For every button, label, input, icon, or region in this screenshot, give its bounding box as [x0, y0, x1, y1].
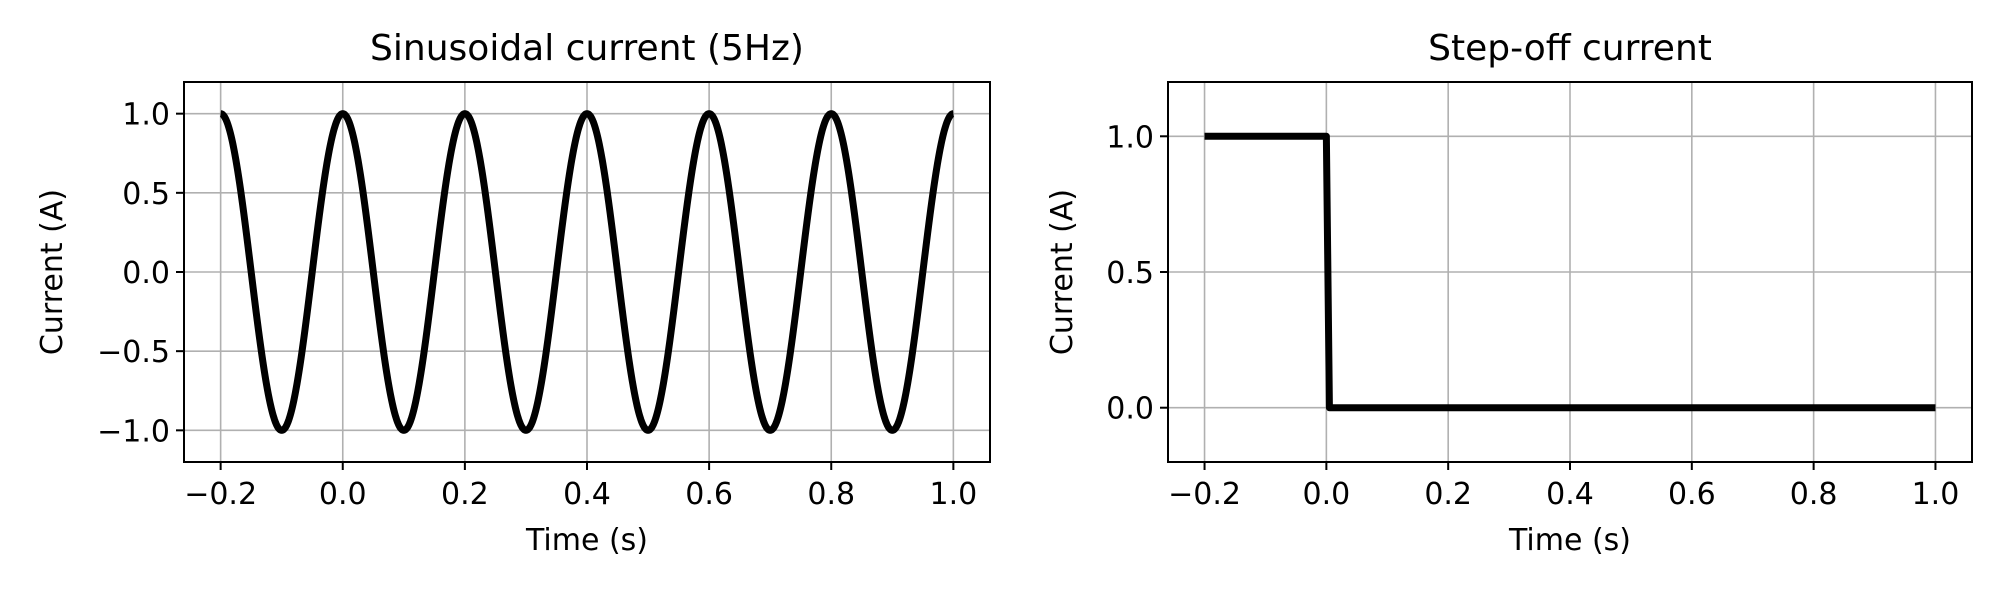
sine-x-tick-label: 0.6: [685, 477, 733, 512]
step-x-tick-label: −0.2: [1168, 477, 1241, 512]
sine-y-tick-label: −0.5: [97, 335, 170, 370]
sine-x-tick-label: −0.2: [184, 477, 257, 512]
step-x-tick-label: 0.6: [1668, 477, 1716, 512]
sine-x-tick-label: 0.2: [441, 477, 489, 512]
sine-y-axis-label: Current (A): [35, 189, 70, 355]
sine-x-tick-label: 0.8: [807, 477, 855, 512]
sine-y-tick-label: 1.0: [122, 98, 170, 133]
step-chart-title: Step-off current: [1428, 28, 1712, 69]
sine-x-tick-label: 0.0: [319, 477, 367, 512]
sine-chart: −0.2 0.0 0.2 0.4 0.6 0.8 1.0 −1.0 −0.5 0.0 0.5 1.0 S…: [35, 28, 991, 558]
step-x-tick-label: 1.0: [1912, 477, 1960, 512]
step-x-axis-label: Time (s): [1508, 523, 1631, 558]
step-x-tick-label: 0.0: [1303, 477, 1351, 512]
sine-x-tick-label: 1.0: [930, 477, 978, 512]
sine-y-tick-label: 0.5: [122, 177, 170, 212]
step-y-axis-label: Current (A): [1045, 189, 1080, 355]
step-x-tick-label: 0.8: [1790, 477, 1838, 512]
step-y-tick-label: 1.0: [1106, 120, 1154, 155]
step-x-tick-label: 0.4: [1546, 477, 1594, 512]
sine-series-line: [217, 110, 957, 434]
step-y-tick-label: 0.0: [1106, 392, 1154, 427]
sine-x-tick-label: 0.4: [563, 477, 611, 512]
step-x-tick-label: 0.2: [1424, 477, 1472, 512]
sine-chart-title: Sinusoidal current (5Hz): [370, 28, 804, 69]
step-series-line: [1204, 132, 1936, 412]
sine-y-tick-label: −1.0: [97, 414, 170, 449]
sine-y-tick-label: 0.0: [122, 256, 170, 291]
step-chart: −0.2 0.0 0.2 0.4 0.6 0.8 1.0 0.0 0.5 1.0 Step-off …: [1045, 28, 1973, 558]
sine-x-axis-label: Time (s): [525, 523, 648, 558]
step-y-tick-label: 0.5: [1106, 256, 1154, 291]
